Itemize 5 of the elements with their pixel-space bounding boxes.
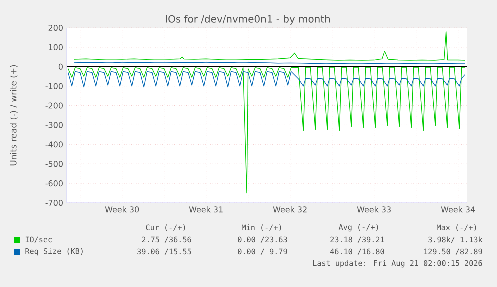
line-series bbox=[68, 71, 466, 88]
chart-title: IOs for /dev/nvme0n1 - by month bbox=[166, 15, 330, 25]
line-series bbox=[68, 67, 466, 194]
y-axis-title: Units read (-) / write (+) bbox=[10, 65, 18, 166]
line-series bbox=[74, 32, 466, 61]
